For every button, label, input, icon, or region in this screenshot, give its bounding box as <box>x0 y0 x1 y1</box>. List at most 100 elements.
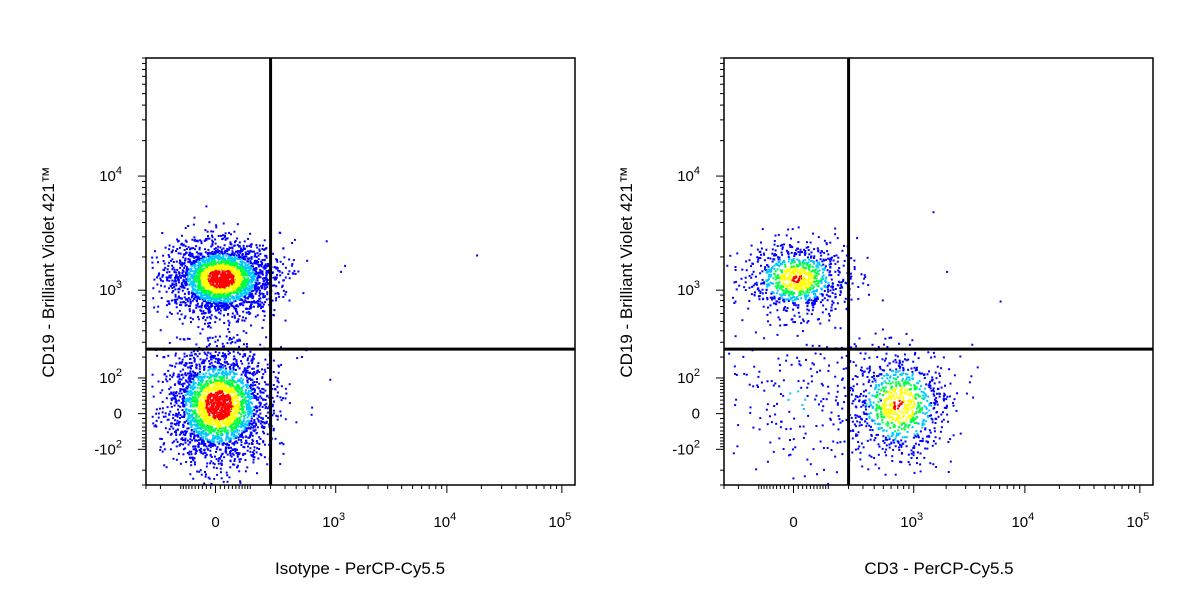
event-dot <box>196 290 199 293</box>
event-dot <box>200 450 203 453</box>
event-dot <box>181 234 183 237</box>
event-dot <box>205 382 208 385</box>
event-dot <box>261 283 264 286</box>
event-dot <box>223 407 226 410</box>
event-dot <box>238 416 241 419</box>
event-dot <box>231 423 234 426</box>
event-dot <box>219 448 222 451</box>
event-dot <box>241 429 244 432</box>
event-dot <box>197 284 200 287</box>
event-dot <box>219 288 222 291</box>
event-dot <box>281 285 284 288</box>
event-dot <box>217 284 220 287</box>
event-dot <box>227 447 230 450</box>
event-dot <box>222 247 225 250</box>
event-dot <box>189 298 192 301</box>
event-dot <box>211 236 214 239</box>
event-dot <box>175 362 178 365</box>
event-dot <box>214 351 217 353</box>
event-dot <box>227 381 230 384</box>
event-dot <box>242 292 244 295</box>
event-dot <box>226 294 229 297</box>
event-dot <box>229 385 232 387</box>
event-dot <box>264 278 267 281</box>
event-dot <box>226 299 229 302</box>
event-dot <box>224 446 227 449</box>
event-dot <box>203 269 206 272</box>
event-dot <box>243 280 246 283</box>
event-dot <box>219 286 222 289</box>
event-dot <box>244 297 247 299</box>
event-dot <box>219 430 222 433</box>
event-dot <box>232 400 234 402</box>
event-dot <box>198 422 201 425</box>
event-dot <box>208 477 211 480</box>
event-dot <box>261 377 264 380</box>
event-dot <box>266 433 269 436</box>
event-dot <box>165 397 168 400</box>
event-dot <box>175 336 178 339</box>
event-dot <box>208 380 211 383</box>
event-dot <box>182 424 185 427</box>
event-dot <box>228 324 231 327</box>
event-dot <box>228 294 231 297</box>
event-dot <box>246 359 249 362</box>
event-dot <box>266 286 269 289</box>
event-dot <box>243 288 246 291</box>
event-dot <box>200 406 202 409</box>
event-dot <box>280 414 282 417</box>
event-dot <box>251 286 254 289</box>
event-dot <box>200 385 203 388</box>
event-dot <box>200 258 202 261</box>
event-dot <box>195 245 198 248</box>
event-dot <box>220 462 223 465</box>
event-dot <box>168 388 171 391</box>
event-dot <box>157 416 160 419</box>
event-dot <box>198 442 201 445</box>
event-dot <box>199 413 202 416</box>
event-dot <box>210 292 213 295</box>
event-dot <box>242 310 245 313</box>
event-dot <box>215 345 218 347</box>
event-dot <box>215 305 218 308</box>
event-dot <box>196 401 199 404</box>
event-dot <box>201 412 204 415</box>
event-dot <box>215 408 218 411</box>
event-dot <box>255 440 258 442</box>
event-dot <box>169 276 172 279</box>
event-dot <box>199 272 201 275</box>
event-dot <box>210 392 213 395</box>
event-dot <box>220 366 223 369</box>
event-dot <box>204 319 207 322</box>
event-dot <box>272 412 275 415</box>
event-dot <box>247 436 250 439</box>
event-dot <box>182 453 185 456</box>
event-dot <box>227 287 230 290</box>
event-dot <box>206 276 209 279</box>
event-dot <box>251 412 253 415</box>
event-dot <box>256 442 259 445</box>
event-dot <box>184 275 187 278</box>
event-dot <box>232 415 235 418</box>
event-dot <box>214 367 217 370</box>
event-dot <box>238 460 241 463</box>
event-dot <box>175 260 178 263</box>
event-dot <box>190 373 193 375</box>
event-dot <box>250 324 252 327</box>
event-dot <box>226 443 229 446</box>
event-dot <box>155 408 158 411</box>
event-dot <box>233 252 236 255</box>
event-dot <box>202 373 205 375</box>
event-dot <box>220 438 223 441</box>
event-dot <box>244 411 247 414</box>
event-dot <box>193 461 196 464</box>
event-dot <box>238 380 241 383</box>
event-dot <box>212 274 214 277</box>
event-dot <box>153 278 156 281</box>
event-dot <box>191 396 194 399</box>
event-dot <box>202 397 205 400</box>
event-dot <box>201 328 204 331</box>
event-dot <box>158 290 161 293</box>
event-dot <box>201 438 204 441</box>
event-dot <box>171 268 174 271</box>
